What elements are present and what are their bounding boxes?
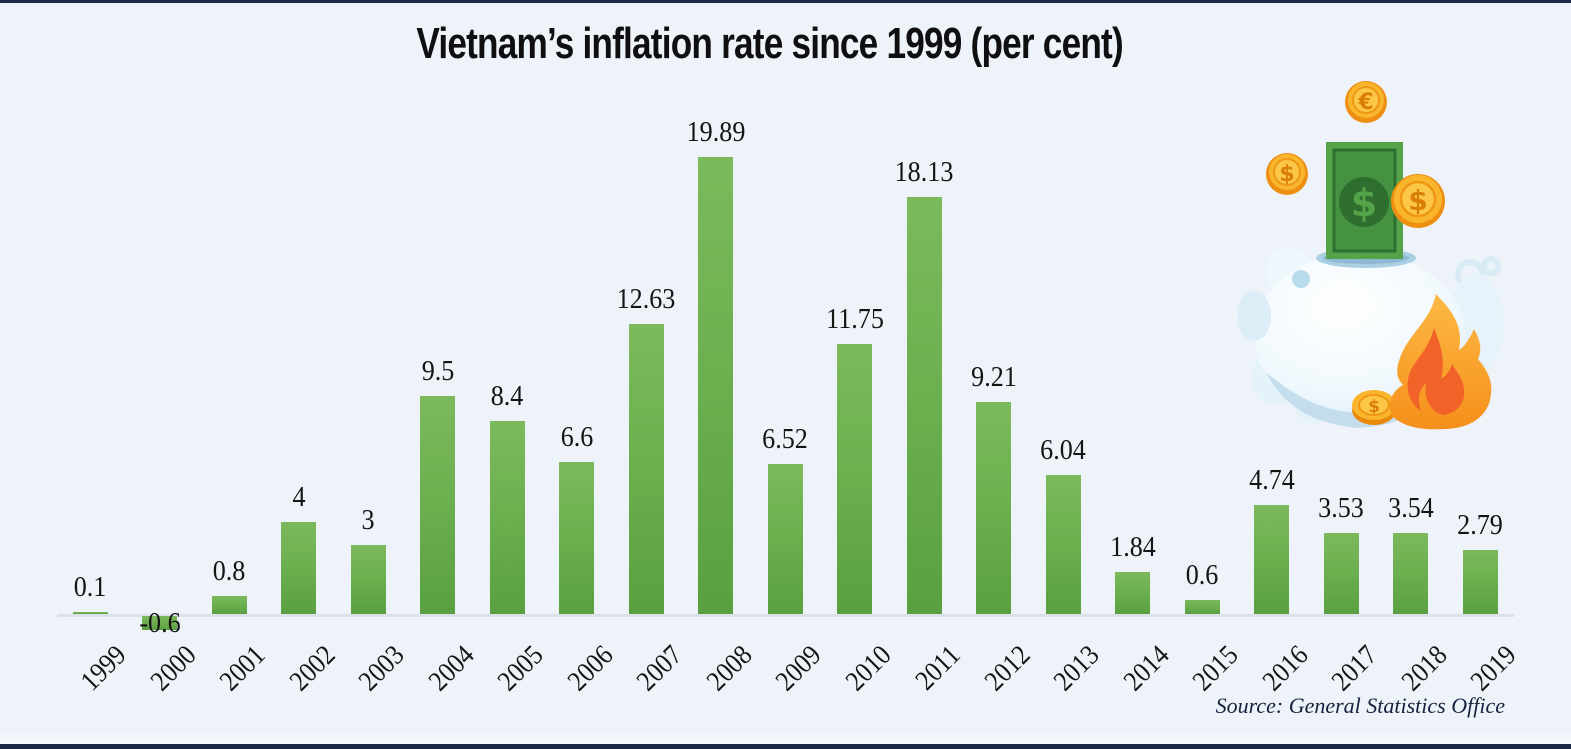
bar-2002 (281, 522, 316, 614)
bar-value-label-2011: 18.13 (894, 156, 954, 188)
svg-text:$: $ (1279, 162, 1294, 187)
x-tick-label-2013: 2013 (1047, 639, 1106, 698)
bar-2006 (559, 462, 594, 614)
piggy-bank-money-fire-icon: $ € $ $ $ (1238, 81, 1504, 430)
bar-2007 (628, 323, 664, 614)
bar-value-label-2002: 4 (291, 481, 306, 513)
dollar-coin-right-icon: $ (1391, 174, 1445, 228)
dollar-coin-left-icon: $ (1266, 153, 1308, 195)
bar-value-label-1999: 0.1 (73, 570, 107, 603)
x-tick-label-2009: 2009 (769, 639, 828, 698)
bar-2017 (1323, 532, 1359, 614)
bar-2009 (767, 464, 803, 614)
bar-value-label-2005: 8.4 (490, 379, 524, 412)
bar-2013 (1045, 475, 1081, 614)
x-tick-label-2007: 2007 (630, 639, 689, 698)
bar-1999 (72, 611, 108, 614)
bar-2015 (1184, 600, 1220, 614)
bar-2016 (1254, 504, 1289, 614)
bar-value-label-2007: 12.63 (616, 282, 676, 315)
x-tick-label-2014: 2014 (1117, 639, 1176, 698)
chart-title: Vietnam’s inflation rate since 1999 (per… (0, 19, 1540, 69)
bar-value-label-2018: 3.54 (1387, 491, 1434, 524)
x-tick-label-1999: 1999 (74, 639, 133, 698)
svg-text:$: $ (1368, 397, 1380, 417)
svg-text:$: $ (1351, 181, 1377, 225)
bar-2010 (837, 343, 872, 614)
bar-value-label-2013: 6.04 (1040, 434, 1086, 467)
x-tick-label-2012: 2012 (978, 639, 1037, 698)
dollar-coin-bottom-icon: $ (1352, 390, 1396, 425)
bar-2018 (1393, 532, 1428, 614)
bar-value-label-2003: 3 (361, 504, 375, 536)
bar-value-label-2001: 0.8 (212, 554, 246, 587)
bar-value-label-2009: 6.52 (762, 423, 808, 456)
bar-value-label-2008: 19.89 (686, 115, 745, 148)
x-tick-label-2003: 2003 (352, 639, 411, 698)
bar-value-label-2015: 0.6 (1185, 559, 1219, 592)
bar-2008 (698, 156, 733, 614)
bar-2001 (211, 595, 247, 614)
dollar-bill-icon: $ (1326, 142, 1403, 259)
x-axis-line (57, 614, 1514, 617)
bar-2014 (1115, 571, 1150, 614)
bar-value-label-2019: 2.79 (1457, 508, 1503, 541)
flame-icon (1389, 294, 1492, 430)
bar-2019 (1462, 549, 1498, 614)
x-tick-label-2006: 2006 (561, 639, 620, 698)
source-note: Source: General Statistics Office (1215, 693, 1505, 718)
bar-2004 (420, 395, 455, 614)
svg-text:€: € (1357, 90, 1373, 115)
bar-value-label-2006: 6.6 (560, 421, 593, 454)
bar-value-label-2004: 9.5 (421, 354, 454, 387)
euro-coin-icon: € (1345, 81, 1387, 123)
x-tick-label-2008: 2008 (700, 639, 759, 698)
bar-value-label-2010: 11.75 (825, 302, 884, 335)
bar-value-label-2014: 1.84 (1109, 530, 1156, 563)
x-tick-label-2005: 2005 (491, 639, 550, 698)
x-tick-label-2004: 2004 (422, 639, 481, 698)
bar-value-label-2000: -0.6 (138, 607, 181, 639)
bar-2000 (142, 616, 177, 630)
bar-2005 (489, 420, 525, 614)
bar-2011 (906, 197, 942, 614)
bar-2012 (976, 402, 1011, 614)
bar-value-label-2012: 9.21 (970, 361, 1017, 394)
bar-value-label-2016: 4.74 (1248, 463, 1295, 496)
x-tick-label-2000: 2000 (144, 639, 203, 698)
x-tick-label-2001: 2001 (213, 639, 272, 698)
chart-title-text: Vietnam’s inflation rate since 1999 (per… (416, 19, 1124, 68)
x-tick-label-2010: 2010 (839, 639, 898, 698)
svg-text:$: $ (1408, 184, 1427, 217)
x-tick-label-2011: 2011 (909, 639, 967, 697)
x-tick-label-2002: 2002 (283, 639, 342, 698)
bar-value-label-2017: 3.53 (1318, 491, 1364, 524)
bar-2003 (350, 545, 386, 614)
